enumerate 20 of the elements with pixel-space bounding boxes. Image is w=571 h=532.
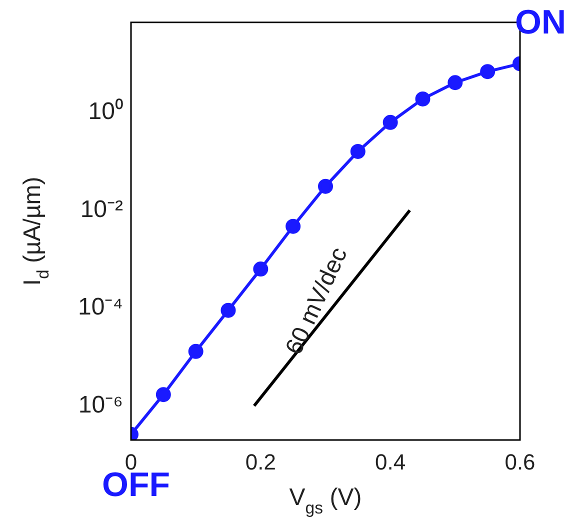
point — [318, 178, 333, 194]
point — [382, 114, 398, 130]
point — [286, 218, 301, 234]
point — [253, 262, 268, 277]
y-tick-label: 10⁻² — [80, 196, 124, 223]
point — [156, 387, 171, 402]
point — [350, 144, 366, 159]
x-tick-label: 0.4 — [375, 449, 406, 474]
y-tick-label: 10⁻⁴ — [78, 294, 123, 321]
point — [448, 75, 463, 90]
y-tick-label: 10⁰ — [88, 98, 123, 126]
y-axis-title: Id (µA/µm) — [19, 176, 52, 286]
point — [188, 344, 204, 359]
point — [415, 91, 430, 106]
x-tick-label: 0.2 — [245, 449, 276, 474]
annotation: ON — [515, 3, 566, 42]
y-tick-label: 10⁻⁶ — [78, 391, 123, 418]
x-tick-label: 0.6 — [504, 449, 536, 474]
point — [480, 64, 496, 80]
point — [220, 302, 236, 318]
